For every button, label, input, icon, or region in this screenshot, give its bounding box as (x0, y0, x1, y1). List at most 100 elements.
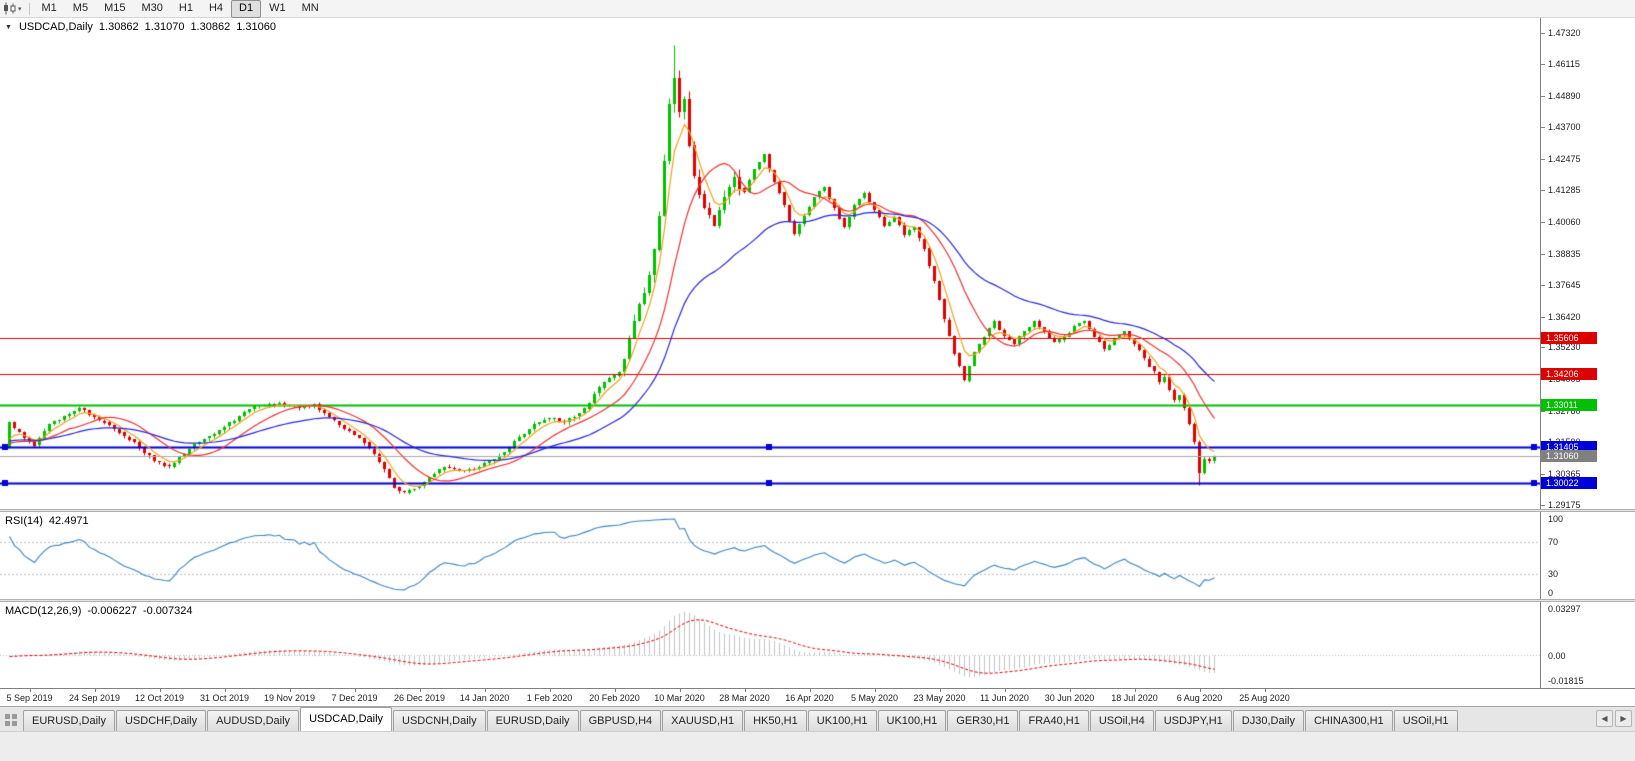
price-tag: 1.35606 (1541, 331, 1597, 344)
time-axis-tick (809, 689, 811, 692)
timeframe-button-m30[interactable]: M30 (141, 1, 163, 14)
tab-china300-h1[interactable]: CHINA300,H1 (1304, 710, 1393, 731)
timeframe-button-w1[interactable]: W1 (269, 1, 286, 14)
price-scale-tick (1541, 222, 1545, 223)
timeframe-button-mn[interactable]: MN (301, 1, 319, 14)
chart-type-icon[interactable]: ▾ (0, 2, 25, 15)
chart-menu-icon[interactable]: ▼ (5, 24, 12, 31)
price-scale-tick (1541, 64, 1545, 65)
tab-usoil-h4[interactable]: USOil,H4 (1089, 710, 1154, 731)
rsi-canvas[interactable] (0, 512, 1540, 599)
timeframe-button-m15[interactable]: M15 (104, 1, 126, 14)
tab-usdcnh-daily[interactable]: USDCNH,Daily (393, 710, 486, 731)
price-scale-label: 1.47320 (1548, 28, 1581, 38)
time-axis-label: 19 Nov 2019 (263, 693, 316, 703)
window-list-icon[interactable] (4, 713, 19, 728)
macd-scale-label: -0.01815 (1548, 675, 1584, 686)
tab-audusd-daily[interactable]: AUDUSD,Daily (207, 710, 300, 731)
time-axis-label: 7 Dec 2019 (331, 693, 378, 703)
price-tag: 1.30022 (1541, 476, 1597, 489)
tab-uk100-h1[interactable]: UK100,H1 (877, 710, 947, 731)
timeframe-button-d1[interactable]: D1 (231, 0, 262, 18)
time-axis-tick (549, 689, 551, 692)
tab-usoil-h1[interactable]: USOil,H1 (1393, 710, 1458, 731)
rsi-scale[interactable]: 100 70 30 0 (1540, 512, 1635, 599)
time-axis-tick (1134, 689, 1136, 692)
time-axis[interactable]: 5 Sep 2019 24 Sep 2019 12 Oct 2019 31 Oct 2… (0, 688, 1635, 706)
panel-splitter[interactable] (0, 509, 1635, 512)
tab-usdchf-daily[interactable]: USDCHF,Daily (115, 710, 207, 731)
macd-scale-label: 0.00 (1548, 650, 1566, 661)
price-scale-label: 1.42475 (1548, 154, 1581, 165)
macd-canvas[interactable] (0, 602, 1540, 688)
tab-usdcad-daily[interactable]: USDCAD,Daily (300, 707, 393, 731)
price-scale-label: 1.41285 (1548, 184, 1581, 195)
rsi-level-label: 70 (1548, 537, 1559, 548)
time-axis-tick (224, 689, 226, 692)
tab-eurusd-daily[interactable]: EURUSD,Daily (486, 710, 579, 731)
price-scale-tick (1541, 505, 1545, 506)
toolbar-separator (28, 2, 30, 15)
timeframe-button-m5[interactable]: M5 (72, 1, 89, 14)
chart-close-value: 1.31060 (236, 21, 276, 33)
time-axis-label: 24 Sep 2019 (68, 693, 121, 703)
tab-uk100-h1[interactable]: UK100,H1 (807, 710, 877, 731)
chevron-down-icon: ▾ (18, 5, 22, 13)
price-scale-tick (1541, 96, 1545, 97)
panel-splitter[interactable] (0, 599, 1635, 602)
chart-symbol-period: USDCAD,Daily (18, 21, 93, 33)
time-axis-tick (1199, 689, 1201, 692)
price-scale-tick (1541, 317, 1545, 318)
chart-high-value: 1.31070 (144, 21, 185, 33)
price-scale-label: 1.43700 (1548, 122, 1581, 133)
tab-scroll-arrows: ◀ ▶ (1596, 710, 1632, 727)
macd-label: MACD(12,26,9) -0.006227 -0.007324 (5, 605, 193, 617)
price-scale-tick (1541, 190, 1545, 191)
time-axis-label: 11 Jun 2020 (980, 693, 1029, 703)
tab-ger30-h1[interactable]: GER30,H1 (947, 710, 1019, 731)
price-scale-label: 1.29175 (1548, 499, 1581, 510)
price-scale-tick (1541, 127, 1545, 128)
time-axis-label: 12 Oct 2019 (134, 693, 185, 703)
time-axis-tick (289, 689, 291, 692)
tabs-scroll-left-icon[interactable]: ◀ (1596, 710, 1613, 727)
time-axis-label: 18 Jul 2020 (1111, 693, 1158, 703)
time-axis-tick (1264, 689, 1266, 692)
tab-eurusd-daily[interactable]: EURUSD,Daily (23, 710, 115, 731)
tab-hk50-h1[interactable]: HK50,H1 (744, 710, 807, 731)
tab-xauusd-h1[interactable]: XAUUSD,H1 (662, 710, 744, 731)
tab-gbpusd-h4[interactable]: GBPUSD,H4 (579, 710, 662, 731)
price-scale-tick (1541, 159, 1545, 160)
timeframe-button-h4[interactable]: H4 (208, 1, 224, 14)
macd-signal-value: -0.007324 (142, 605, 193, 617)
timeframe-button-m1[interactable]: M1 (41, 1, 57, 14)
time-axis-label: 30 Jun 2020 (1044, 693, 1095, 703)
macd-panel: MACD(12,26,9) -0.006227 -0.007324 0.0329… (0, 602, 1635, 688)
time-axis-label: 5 May 2020 (850, 693, 899, 703)
chart-open-value: 1.30862 (98, 21, 139, 33)
rsi-label: RSI(14) 42.4971 (5, 515, 89, 527)
price-scale[interactable]: 1.47320 1.46115 1.44890 1.43700 1.42475 1.412… (1540, 18, 1635, 510)
price-scale-tick (1541, 254, 1545, 255)
macd-scale-label: 0.03297 (1548, 604, 1581, 615)
time-axis-tick (1004, 689, 1006, 692)
price-scale-label: 1.44890 (1548, 91, 1581, 102)
price-tag: 1.33011 (1541, 399, 1597, 412)
rsi-title: RSI(14) (5, 515, 43, 527)
main-chart-canvas[interactable] (0, 18, 1540, 509)
tab-dj30-daily[interactable]: DJ30,Daily (1232, 710, 1304, 731)
tab-fra40-h1[interactable]: FRA40,H1 (1019, 710, 1089, 731)
timeframe-button-h1[interactable]: H1 (178, 1, 193, 14)
tabs-scroll-right-icon[interactable]: ▶ (1615, 710, 1632, 727)
price-scale-label: 1.40060 (1548, 216, 1581, 227)
chart-tabs-bar: EURUSD,Daily USDCHF,Daily AUDUSD,Daily USDC… (0, 706, 1635, 731)
macd-main-value: -0.006227 (87, 605, 137, 617)
time-axis-label: 31 Oct 2019 (199, 693, 250, 703)
status-bar (0, 731, 1635, 761)
price-scale-tick (1541, 347, 1545, 348)
time-axis-tick (29, 689, 31, 692)
macd-scale[interactable]: 0.03297 0.00 -0.01815 (1540, 602, 1635, 688)
price-scale-label: 1.35230 (1548, 342, 1581, 353)
tab-usdjpy-h1[interactable]: USDJPY,H1 (1154, 710, 1232, 731)
time-axis-tick (94, 689, 96, 692)
